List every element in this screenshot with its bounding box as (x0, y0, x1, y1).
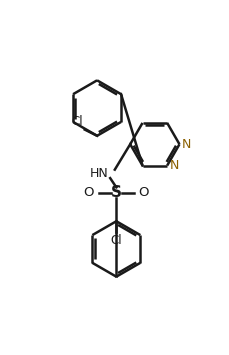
Text: N: N (181, 138, 190, 151)
Text: O: O (138, 186, 149, 199)
Text: Cl: Cl (110, 234, 122, 247)
Text: N: N (169, 159, 178, 172)
Text: S: S (110, 185, 121, 200)
Text: O: O (83, 186, 94, 199)
Text: Cl: Cl (71, 115, 83, 128)
Text: HN: HN (90, 167, 108, 180)
